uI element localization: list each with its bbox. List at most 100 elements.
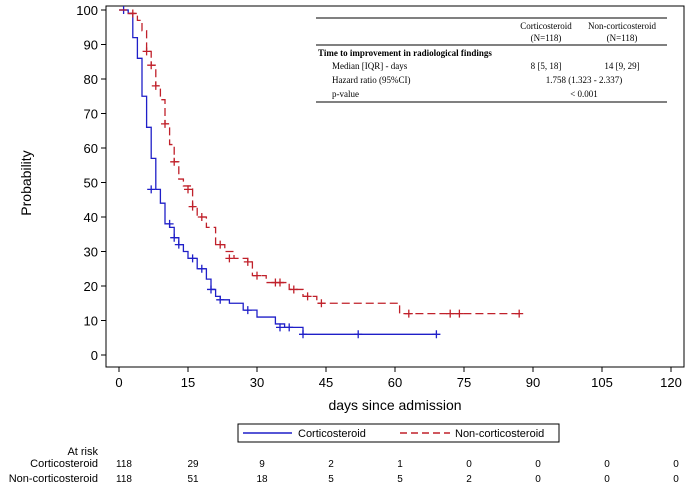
censor-mark-corticosteroid xyxy=(147,185,156,194)
x-tick-label: 75 xyxy=(457,375,471,390)
censor-mark-non-corticosteroid xyxy=(147,61,156,70)
legend-label-non-corticosteroid: Non-corticosteroid xyxy=(455,428,544,440)
censor-mark-non-corticosteroid xyxy=(197,213,206,221)
censor-mark-corticosteroid xyxy=(216,295,225,304)
at-risk-count: 0 xyxy=(535,474,541,485)
censor-mark-non-corticosteroid xyxy=(455,309,464,318)
censor-mark-non-corticosteroid xyxy=(303,292,312,301)
x-tick-label: 120 xyxy=(660,375,682,390)
inset-row-value: < 0.001 xyxy=(570,89,598,99)
censor-mark-corticosteroid xyxy=(207,285,215,294)
at-risk-count: 0 xyxy=(673,474,679,485)
censor-mark-corticosteroid xyxy=(354,330,363,339)
y-axis-label: Probability xyxy=(18,150,34,215)
inset-header: (N=118) xyxy=(531,33,562,43)
x-tick-label: 90 xyxy=(526,375,540,390)
at-risk-count: 5 xyxy=(397,474,403,485)
y-tick-label: 0 xyxy=(91,348,98,363)
x-tick-label: 60 xyxy=(388,375,402,390)
censor-mark-non-corticosteroid xyxy=(446,309,455,318)
at-risk-count: 9 xyxy=(259,459,265,470)
at-risk-count: 118 xyxy=(116,459,132,470)
y-tick-label: 50 xyxy=(84,176,98,191)
inset-header: Corticosteroid xyxy=(520,21,572,31)
inset-row-label: p-value xyxy=(332,89,359,99)
at-risk-row-label: Non-corticosteroid xyxy=(9,473,98,485)
inset-row-value: 1.758 (1.323 - 2.337) xyxy=(546,75,623,85)
censor-mark-corticosteroid xyxy=(188,254,197,263)
y-tick-label: 60 xyxy=(84,141,98,156)
inset-row-value: 8 [5, 18] xyxy=(531,61,562,71)
at-risk-count: 51 xyxy=(187,474,199,485)
censor-mark-non-corticosteroid xyxy=(276,278,284,287)
legend-label-corticosteroid: Corticosteroid xyxy=(298,428,366,440)
inset-stats-table: Corticosteroid (N=118) Non-corticosteroid (… xyxy=(316,17,667,103)
y-tick-label: 30 xyxy=(84,245,98,260)
censor-mark-non-corticosteroid xyxy=(188,202,197,211)
inset-row-label: Hazard ratio (95%CI) xyxy=(332,75,410,85)
y-tick-label: 80 xyxy=(84,72,98,87)
censor-mark-non-corticosteroid xyxy=(515,309,524,318)
y-tick-label: 90 xyxy=(84,38,98,53)
censor-mark-corticosteroid xyxy=(170,233,179,242)
censor-mark-non-corticosteroid xyxy=(253,271,261,280)
censor-mark-corticosteroid xyxy=(432,330,441,339)
censor-mark-corticosteroid xyxy=(243,306,252,315)
censor-mark-non-corticosteroid xyxy=(128,9,137,18)
y-tick-label: 100 xyxy=(76,3,98,18)
legend: Corticosteroid Non-corticosteroid xyxy=(237,423,560,443)
x-tick-label: 0 xyxy=(115,375,122,390)
censor-mark-corticosteroid xyxy=(285,323,294,332)
at-risk-count: 0 xyxy=(604,459,610,470)
at-risk-count: 18 xyxy=(256,474,268,485)
at-risk-count: 0 xyxy=(466,459,472,470)
at-risk-count: 5 xyxy=(328,474,334,485)
inset-row-value: 14 [9, 29] xyxy=(604,61,639,71)
at-risk-count: 0 xyxy=(604,474,610,485)
censor-mark-corticosteroid xyxy=(197,264,206,273)
at-risk-count: 1 xyxy=(397,459,403,470)
y-tick-label: 20 xyxy=(84,279,98,294)
censor-mark-non-corticosteroid xyxy=(225,254,234,263)
censor-mark-non-corticosteroid xyxy=(404,309,413,318)
x-axis-label: days since admission xyxy=(328,397,461,413)
y-tick-label: 40 xyxy=(84,210,98,225)
inset-row-label: Median [IQR] - days xyxy=(332,61,408,71)
censor-mark-non-corticosteroid xyxy=(184,185,192,194)
censor-mark-non-corticosteroid xyxy=(243,257,252,266)
censor-mark-corticosteroid xyxy=(299,330,307,339)
at-risk-title: At risk xyxy=(67,446,98,458)
censor-mark-non-corticosteroid xyxy=(317,299,326,308)
x-tick-label: 45 xyxy=(319,375,333,390)
x-tick-label: 15 xyxy=(181,375,195,390)
at-risk-row-label: Corticosteroid xyxy=(30,458,98,470)
inset-section-title: Time to improvement in radiological find… xyxy=(318,48,492,58)
series-line-corticosteroid xyxy=(119,9,437,335)
at-risk-count: 29 xyxy=(187,459,199,470)
at-risk-count: 0 xyxy=(673,459,679,470)
x-tick-label: 105 xyxy=(591,375,613,390)
inset-header: (N=118) xyxy=(607,33,638,43)
censor-mark-non-corticosteroid xyxy=(170,157,179,166)
at-risk-count: 2 xyxy=(466,474,472,485)
at-risk-count: 0 xyxy=(535,459,541,470)
x-tick-label: 30 xyxy=(250,375,264,390)
censor-mark-non-corticosteroid xyxy=(142,47,151,56)
at-risk-count: 118 xyxy=(116,474,132,485)
x-axis: 0 15 30 45 60 75 90 105 120 xyxy=(115,367,682,390)
y-axis: 0 10 20 30 40 50 60 70 80 90 100 xyxy=(76,3,106,363)
inset-header: Non-corticosteroid xyxy=(588,21,656,31)
censor-mark-non-corticosteroid xyxy=(161,119,169,128)
censor-mark-non-corticosteroid xyxy=(151,81,160,90)
censor-mark-corticosteroid xyxy=(276,323,284,332)
y-tick-label: 10 xyxy=(84,314,98,329)
censor-mark-non-corticosteroid xyxy=(216,240,225,249)
censor-mark-corticosteroid xyxy=(174,240,183,249)
censor-mark-non-corticosteroid xyxy=(289,285,298,294)
series-line-non-corticosteroid xyxy=(119,9,520,315)
y-tick-label: 70 xyxy=(84,107,98,122)
censor-mark-corticosteroid xyxy=(165,219,174,228)
at-risk-count: 2 xyxy=(328,459,334,470)
